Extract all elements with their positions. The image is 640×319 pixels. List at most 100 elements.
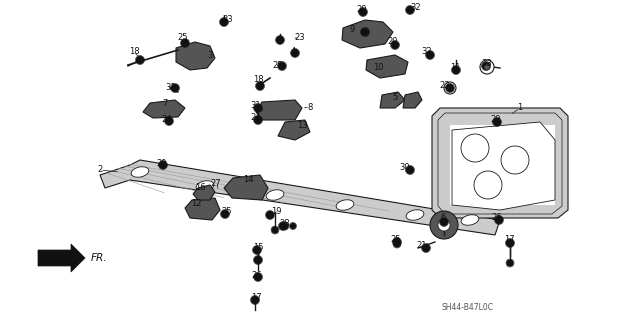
Text: 1: 1 (517, 103, 523, 113)
Text: 20: 20 (388, 38, 398, 47)
Circle shape (362, 28, 369, 35)
Circle shape (426, 51, 433, 58)
Ellipse shape (406, 210, 424, 220)
Text: 14: 14 (243, 175, 253, 184)
Text: 2: 2 (97, 166, 102, 174)
Text: 5: 5 (392, 93, 397, 102)
Text: 19: 19 (271, 207, 281, 217)
Circle shape (461, 134, 489, 162)
Circle shape (444, 82, 456, 94)
Text: 32: 32 (422, 48, 432, 56)
Polygon shape (342, 20, 393, 48)
Text: 29: 29 (491, 115, 501, 124)
Text: 26: 26 (252, 271, 262, 279)
Ellipse shape (196, 181, 214, 191)
Circle shape (394, 241, 400, 247)
Text: 25: 25 (221, 207, 232, 217)
Text: 25: 25 (391, 235, 401, 244)
Circle shape (253, 247, 260, 254)
Circle shape (493, 118, 500, 125)
Circle shape (506, 240, 513, 247)
Text: 11: 11 (450, 63, 460, 72)
Polygon shape (193, 185, 215, 200)
Circle shape (484, 64, 490, 70)
Text: FR.: FR. (91, 253, 108, 263)
Circle shape (422, 244, 429, 251)
Text: 6: 6 (440, 213, 445, 222)
Text: 18: 18 (253, 76, 263, 85)
Circle shape (257, 83, 264, 90)
Text: 23: 23 (223, 16, 234, 25)
Text: 18: 18 (129, 48, 140, 56)
Circle shape (136, 56, 143, 63)
Circle shape (172, 85, 179, 92)
Text: 4: 4 (291, 48, 296, 56)
Circle shape (438, 219, 450, 231)
Text: 26: 26 (492, 213, 502, 222)
Polygon shape (100, 160, 500, 235)
Circle shape (282, 223, 288, 229)
Circle shape (255, 105, 262, 112)
Text: 30: 30 (400, 164, 410, 173)
Circle shape (272, 227, 278, 233)
Text: 24: 24 (162, 115, 172, 124)
Ellipse shape (131, 167, 149, 177)
Text: 13: 13 (297, 122, 307, 130)
Polygon shape (403, 92, 422, 108)
Polygon shape (143, 100, 185, 118)
Ellipse shape (461, 215, 479, 225)
Polygon shape (224, 175, 268, 200)
Circle shape (480, 60, 494, 74)
Polygon shape (256, 100, 302, 120)
Circle shape (252, 296, 259, 303)
Circle shape (255, 116, 262, 123)
Text: 31: 31 (166, 83, 176, 92)
Circle shape (507, 260, 513, 266)
Circle shape (182, 40, 189, 47)
Polygon shape (278, 120, 310, 140)
Circle shape (291, 224, 296, 228)
Text: 29: 29 (157, 159, 167, 167)
Circle shape (276, 36, 284, 43)
Circle shape (392, 41, 399, 48)
Circle shape (221, 19, 227, 26)
Circle shape (440, 219, 447, 226)
Text: 33: 33 (482, 58, 492, 68)
Text: 17: 17 (251, 293, 261, 302)
Text: 7: 7 (163, 99, 168, 108)
Text: 22: 22 (440, 80, 451, 90)
Text: SH44-B47L0C: SH44-B47L0C (442, 302, 494, 311)
Circle shape (394, 239, 401, 246)
Circle shape (266, 211, 273, 219)
Circle shape (406, 167, 413, 174)
Circle shape (255, 256, 262, 263)
Circle shape (501, 146, 529, 174)
Polygon shape (176, 42, 215, 70)
Circle shape (474, 171, 502, 199)
Text: 21: 21 (417, 241, 428, 249)
Text: 20: 20 (356, 5, 367, 14)
Text: 32: 32 (411, 4, 421, 12)
Circle shape (483, 63, 490, 70)
Circle shape (495, 217, 502, 224)
Circle shape (280, 222, 287, 229)
Circle shape (166, 117, 173, 124)
Text: 9: 9 (349, 26, 355, 34)
Text: 16: 16 (195, 183, 205, 192)
Text: 17: 17 (504, 235, 515, 244)
Text: 3: 3 (207, 50, 212, 60)
Polygon shape (432, 108, 568, 218)
Polygon shape (380, 92, 405, 108)
Circle shape (159, 161, 166, 168)
Text: 12: 12 (191, 198, 201, 207)
Text: 23: 23 (294, 33, 305, 42)
Circle shape (447, 85, 454, 92)
Circle shape (452, 66, 460, 73)
Text: 10: 10 (372, 63, 383, 72)
Text: 24: 24 (251, 114, 261, 122)
Circle shape (430, 211, 458, 239)
Polygon shape (185, 198, 220, 220)
Circle shape (406, 6, 413, 13)
Ellipse shape (266, 190, 284, 200)
Text: 25: 25 (273, 61, 284, 70)
